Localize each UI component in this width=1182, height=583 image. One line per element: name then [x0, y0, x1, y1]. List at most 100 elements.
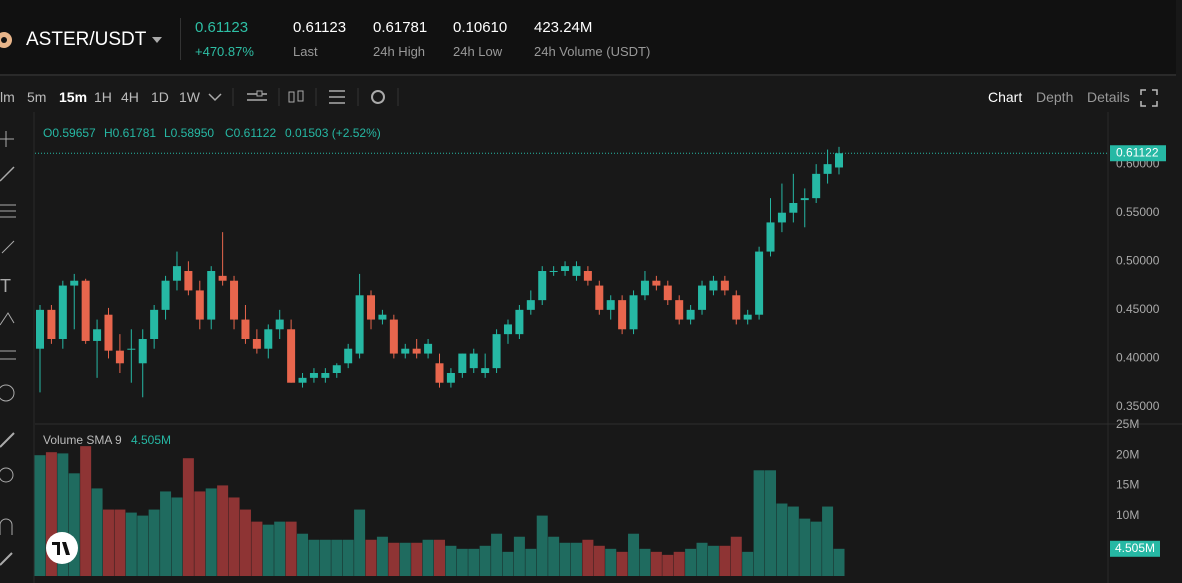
candle-body: [389, 319, 398, 354]
dropdown-icon[interactable]: [152, 36, 162, 44]
divider: [180, 18, 181, 60]
volume-bar: [137, 515, 149, 576]
drawing-tools[interactable]: T: [0, 125, 20, 583]
candle-body: [549, 271, 558, 272]
volume-bar: [57, 453, 69, 576]
ohlc-legend: H0.61781: [104, 126, 156, 140]
candle-body: [172, 266, 181, 281]
candle-body: [686, 309, 695, 320]
volume-tick-label: 15M: [1116, 478, 1139, 492]
candle-body: [618, 300, 627, 330]
volume-bar: [205, 488, 217, 576]
candle-body: [138, 339, 147, 364]
candle-body: [469, 353, 478, 369]
candle-body: [195, 290, 204, 320]
volume-bar: [559, 542, 571, 576]
volume-bar: [342, 539, 354, 576]
volume-bar: [593, 545, 605, 576]
candle-body: [766, 222, 775, 252]
view-tab[interactable]: Depth: [1036, 89, 1074, 105]
volume-bar: [297, 533, 309, 576]
candle-body: [378, 314, 387, 320]
candle-body: [606, 300, 615, 310]
volume-bar: [91, 488, 103, 576]
candle-body: [743, 314, 752, 320]
volume-bar: [148, 509, 160, 576]
candle-body: [184, 271, 193, 291]
volume-bar: [650, 551, 662, 576]
stat-value: 0.61123: [293, 19, 347, 36]
volume-tick-label: 25M: [1116, 417, 1139, 431]
volume-badge: [1110, 540, 1160, 557]
interval[interactable]: 4H: [121, 89, 139, 105]
volume-tick-label: 20M: [1116, 447, 1139, 461]
volume-legend: Volume SMA 9: [43, 433, 122, 447]
interval[interactable]: 1D: [151, 89, 169, 105]
volume-bar: [228, 497, 240, 576]
candle-body: [287, 329, 296, 383]
volume-bar: [513, 536, 525, 576]
interval[interactable]: lm: [0, 89, 15, 105]
candle-body: [709, 280, 718, 291]
candle-body: [218, 275, 227, 281]
candle-body: [629, 295, 638, 330]
stat-label: 24h Low: [453, 44, 503, 59]
ohlc-legend: C0.61122: [225, 126, 276, 140]
interval[interactable]: 1H: [94, 89, 112, 105]
stat-label: Last: [293, 44, 318, 59]
volume-bar: [719, 545, 731, 576]
candle-body: [355, 295, 364, 354]
pair[interactable]: ASTER/USDT: [26, 29, 147, 50]
volume-bar: [114, 509, 126, 576]
interval[interactable]: 1W: [179, 89, 200, 105]
y-tick-label: 0.35000: [1116, 399, 1160, 413]
volume-bar: [753, 470, 765, 576]
volume-bar: [491, 533, 503, 576]
volume-bar: [376, 536, 388, 576]
volume-bar: [765, 470, 777, 576]
volume-bar: [434, 539, 445, 576]
candle-body: [698, 285, 707, 310]
toolbar-icons[interactable]: [205, 86, 405, 108]
candle-body: [823, 164, 832, 174]
candle-body: [492, 334, 501, 369]
price: 0.61123: [195, 19, 249, 36]
volume-bar: [285, 521, 297, 576]
volume-bar: [548, 536, 560, 576]
candle-body: [58, 285, 67, 339]
candle-body: [652, 280, 661, 286]
volume-bar: [810, 521, 822, 576]
volume-bar: [696, 542, 708, 576]
view-tab[interactable]: Details: [1087, 89, 1130, 105]
view-tab[interactable]: Chart: [988, 89, 1023, 105]
volume-bar: [787, 506, 799, 576]
volume-bar: [479, 545, 491, 576]
volume-bar: [742, 551, 754, 576]
candle-body: [367, 295, 376, 320]
candle-body: [481, 368, 490, 373]
candle-body: [115, 350, 124, 364]
interval[interactable]: 5m: [27, 89, 47, 105]
volume-bar: [182, 458, 194, 576]
candle-body: [720, 280, 729, 291]
candle-body: [640, 280, 649, 296]
tv-logo: [46, 532, 78, 564]
candle-body: [161, 280, 170, 310]
candle-body: [435, 363, 444, 383]
candle-body: [230, 280, 239, 320]
candle-body: [583, 271, 592, 281]
stat-value: 0.10610: [453, 19, 508, 36]
candle-body: [332, 365, 341, 373]
volume-bar: [582, 539, 594, 576]
interval[interactable]: 15m: [59, 89, 88, 105]
candle-body: [298, 377, 307, 383]
volume-bar: [673, 551, 685, 576]
fullscreen-icon[interactable]: [1140, 89, 1158, 107]
svg-text:T: T: [0, 276, 11, 296]
y-tick-label: 0.40000: [1116, 351, 1160, 365]
volume-bar: [605, 548, 617, 576]
volume-bar: [628, 533, 640, 576]
candle-body: [47, 309, 56, 339]
candle-body: [309, 373, 318, 378]
